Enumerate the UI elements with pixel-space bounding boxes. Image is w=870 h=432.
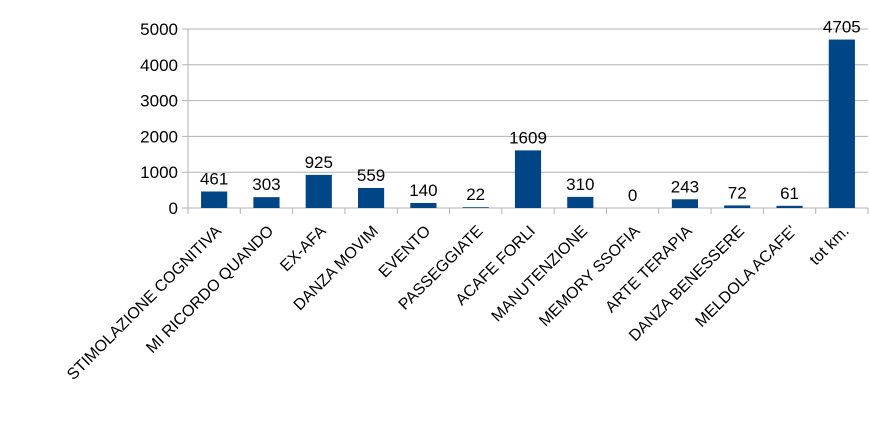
data-labels: 461 303 925 559 140 22 1609 310 0 243 72 61 4705 [200, 18, 861, 205]
y-tick-label: 3000 [140, 92, 178, 111]
category-label: MELDOLA ACAFE' [692, 223, 800, 331]
bar [305, 174, 332, 208]
y-tick-label: 0 [169, 199, 178, 218]
bar [253, 197, 280, 208]
category-label: tot km. [807, 223, 853, 269]
data-label: 4705 [823, 18, 861, 37]
y-tick-label: 1000 [140, 163, 178, 182]
bar [462, 207, 489, 208]
data-label: 243 [671, 177, 699, 196]
bar [724, 205, 751, 208]
bar [828, 39, 855, 208]
data-label: 72 [728, 183, 747, 202]
data-label: 140 [409, 181, 437, 200]
y-axis-ticks: 0 1000 2000 3000 4000 5000 [140, 20, 178, 218]
data-label: 925 [305, 153, 333, 172]
bar [201, 191, 228, 208]
bar [514, 150, 542, 208]
y-tick-label: 2000 [140, 127, 178, 146]
x-axis-ticks [187, 208, 869, 214]
data-label: 303 [252, 175, 280, 194]
y-tick-label: 5000 [140, 20, 178, 39]
category-label: EX-AFA [277, 223, 329, 275]
data-label: 559 [357, 166, 385, 185]
bar [567, 196, 594, 208]
bar [671, 199, 698, 208]
data-label: 310 [566, 175, 594, 194]
data-label: 61 [780, 184, 799, 203]
bar [776, 205, 803, 208]
data-label: 1609 [509, 128, 547, 147]
data-label: 22 [466, 185, 485, 204]
bar [358, 187, 385, 208]
data-label: 461 [200, 169, 228, 188]
category-label: MANUTENZIONE [489, 223, 592, 326]
y-tick-label: 4000 [140, 56, 178, 75]
gridlines [182, 28, 868, 209]
bar [410, 202, 437, 208]
bars [201, 39, 855, 208]
data-label: 0 [628, 186, 637, 205]
category-label: MEMORY SSOFIA [536, 223, 643, 330]
